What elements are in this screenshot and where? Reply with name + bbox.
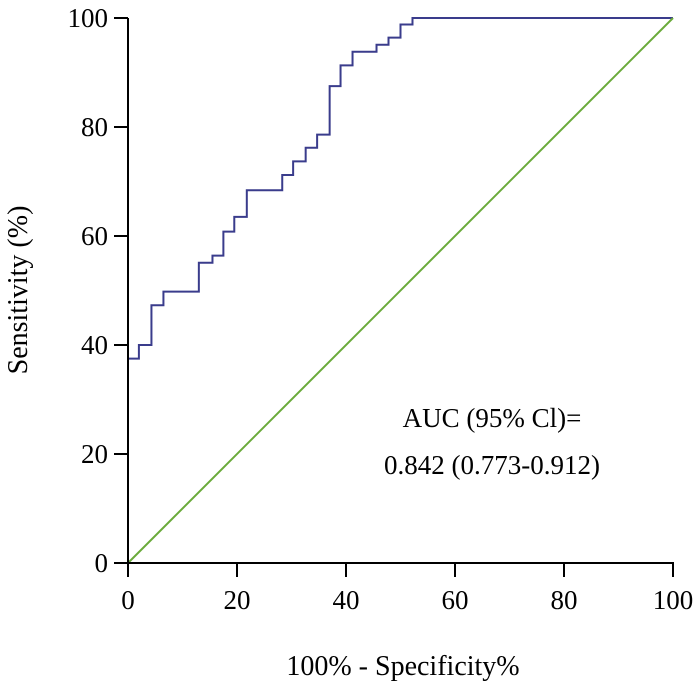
y-tick-label: 100: [68, 3, 109, 33]
y-tick-label: 40: [81, 330, 108, 360]
y-tick-label: 80: [81, 112, 108, 142]
x-axis-label: 100% - Specificity%: [286, 651, 519, 682]
x-tick-label: 80: [551, 585, 578, 615]
y-tick-label: 60: [81, 221, 108, 251]
x-tick-label: 100: [653, 585, 694, 615]
x-tick-label: 0: [121, 585, 135, 615]
y-tick-label: 0: [95, 548, 109, 578]
y-tick-label: 20: [81, 439, 108, 469]
x-tick-label: 40: [333, 585, 360, 615]
axes: [127, 18, 674, 564]
auc-annotation-line1: AUC (95% Cl)=: [403, 403, 582, 433]
ticks: 0 20 40 60 80 100 0 20 40 60 80 100: [68, 3, 694, 615]
x-tick-label: 60: [442, 585, 469, 615]
auc-annotation-line2: 0.842 (0.773-0.912): [384, 450, 600, 480]
plot-area: [127, 17, 674, 564]
reference-diagonal-line: [127, 17, 674, 564]
roc-curve: [127, 17, 673, 563]
y-axis-label: Sensitivity (%): [3, 206, 34, 375]
x-tick-label: 20: [224, 585, 251, 615]
